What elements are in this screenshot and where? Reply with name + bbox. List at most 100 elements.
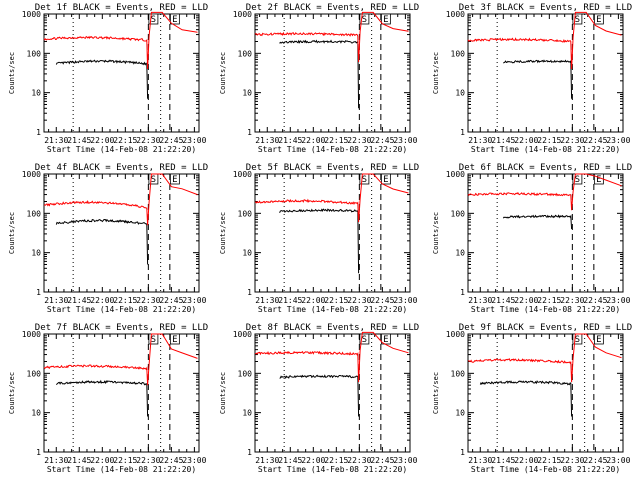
marker-label: S [362, 175, 367, 185]
chart-title: Det 3f BLACK = Events, RED = LLD [459, 3, 632, 13]
x-tick-label: 22:00 [514, 296, 538, 305]
x-axis-label: Start Time (14-Feb-08 21:22:20) [47, 465, 196, 474]
x-tick-label: 21:45 [278, 296, 302, 305]
x-tick-label: 23:00 [606, 136, 630, 145]
x-axis-label: Start Time (14-Feb-08 21:22:20) [471, 465, 620, 474]
x-tick-label: 21:45 [491, 456, 515, 465]
chart-panel-7: Det 7f BLACK = Events, RED = LLD 1 10 100 10… [8, 323, 208, 474]
lld-series-line [467, 333, 622, 383]
x-tick-label: 22:45 [159, 456, 183, 465]
x-tick-label: 22:00 [514, 456, 538, 465]
x-axis-label: Start Time (14-Feb-08 21:22:20) [47, 305, 196, 314]
y-axis-label: Counts/sec [8, 52, 16, 94]
x-tick-label: 23:00 [606, 456, 630, 465]
plot-frame [43, 333, 200, 453]
marker-label: S [575, 175, 580, 185]
plot-frame [467, 173, 624, 293]
y-tick-label: 1 [36, 128, 41, 137]
marker-label: S [151, 15, 156, 25]
x-tick-label: 21:30 [44, 136, 68, 145]
y-tick-label: 1 [247, 128, 252, 137]
x-tick-label: 21:45 [67, 296, 91, 305]
lld-series-line [254, 11, 409, 63]
x-tick-label: 22:30 [560, 296, 584, 305]
events-series-line [55, 218, 149, 265]
y-axis-label: Counts/sec [219, 372, 227, 414]
x-tick-label: 23:00 [182, 456, 206, 465]
y-tick-label: 10 [455, 249, 465, 258]
x-tick-label: 22:45 [583, 456, 607, 465]
x-axis-label: Start Time (14-Feb-08 21:22:20) [258, 305, 407, 314]
marker-label: E [172, 175, 177, 185]
chart-panel-8: Det 8f BLACK = Events, RED = LLD 1 10 100 10… [219, 323, 419, 474]
y-axis-label: Counts/sec [8, 212, 16, 254]
marker-label: S [362, 15, 367, 25]
y-tick-label: 10 [31, 409, 41, 418]
x-tick-label: 22:30 [136, 296, 160, 305]
marker-label: S [151, 175, 156, 185]
y-tick-label: 100 [451, 49, 466, 58]
x-axis-label: Start Time (14-Feb-08 21:22:20) [47, 145, 196, 154]
x-tick-label: 22:15 [537, 296, 561, 305]
y-tick-label: 1000 [22, 10, 41, 19]
x-tick-label: 22:15 [537, 456, 561, 465]
y-tick-label: 100 [27, 49, 42, 58]
marker-label: S [362, 335, 367, 345]
marker-label: E [383, 335, 388, 345]
y-tick-label: 1 [247, 448, 252, 457]
events-series-line [279, 374, 360, 417]
x-tick-label: 22:45 [159, 136, 183, 145]
x-axis-label: Start Time (14-Feb-08 21:22:20) [258, 145, 407, 154]
chart-panel-4: Det 4f BLACK = Events, RED = LLD 1 10 100 10… [8, 163, 208, 314]
y-axis-label: Counts/sec [219, 212, 227, 254]
y-tick-label: 10 [31, 249, 41, 258]
x-tick-label: 21:30 [468, 296, 492, 305]
y-tick-label: 10 [242, 249, 252, 258]
y-axis-label: Counts/sec [432, 52, 440, 94]
x-axis-label: Start Time (14-Feb-08 21:22:20) [471, 305, 620, 314]
y-tick-label: 1 [460, 288, 465, 297]
x-tick-label: 21:30 [468, 136, 492, 145]
x-tick-label: 22:45 [583, 136, 607, 145]
chart-panel-2: Det 2f BLACK = Events, RED = LLD 1 10 100 10… [219, 3, 419, 154]
chart-panel-5: Det 5f BLACK = Events, RED = LLD 1 10 100 10… [219, 163, 419, 314]
marker-label: E [596, 175, 601, 185]
y-tick-label: 10 [242, 89, 252, 98]
x-tick-label: 21:45 [491, 296, 515, 305]
plot-frame [254, 173, 411, 293]
y-tick-label: 1 [247, 288, 252, 297]
events-series-line [279, 208, 360, 274]
marker-box [380, 173, 391, 185]
y-tick-label: 100 [238, 209, 253, 218]
x-tick-label: 22:45 [159, 296, 183, 305]
plot-frame [43, 173, 200, 293]
marker-box [148, 13, 159, 25]
x-tick-label: 21:30 [255, 296, 279, 305]
y-axis-label: Counts/sec [219, 52, 227, 94]
marker-box [169, 333, 180, 345]
plot-frame [254, 333, 411, 453]
x-tick-label: 22:15 [113, 296, 137, 305]
y-tick-label: 1000 [22, 170, 41, 179]
x-tick-label: 22:30 [560, 136, 584, 145]
x-tick-label: 23:00 [393, 136, 417, 145]
x-tick-label: 22:15 [537, 136, 561, 145]
plot-frame [467, 13, 624, 133]
x-tick-label: 21:30 [255, 456, 279, 465]
chart-title: Det 4f BLACK = Events, RED = LLD [35, 163, 208, 173]
x-tick-label: 23:00 [606, 296, 630, 305]
x-tick-label: 21:45 [278, 456, 302, 465]
x-tick-label: 22:45 [370, 136, 394, 145]
y-tick-label: 100 [238, 49, 253, 58]
marker-label: E [172, 335, 177, 345]
x-axis-label: Start Time (14-Feb-08 21:22:20) [471, 145, 620, 154]
marker-box [593, 333, 604, 345]
lld-series-line [467, 11, 622, 70]
lld-series-line [43, 333, 198, 386]
marker-label: S [151, 335, 156, 345]
events-series-line [55, 59, 149, 99]
marker-label: S [575, 335, 580, 345]
x-tick-label: 21:45 [67, 456, 91, 465]
chart-panel-1: Det 1f BLACK = Events, RED = LLD 1 10 100 10… [8, 3, 208, 154]
x-tick-label: 22:00 [301, 136, 325, 145]
